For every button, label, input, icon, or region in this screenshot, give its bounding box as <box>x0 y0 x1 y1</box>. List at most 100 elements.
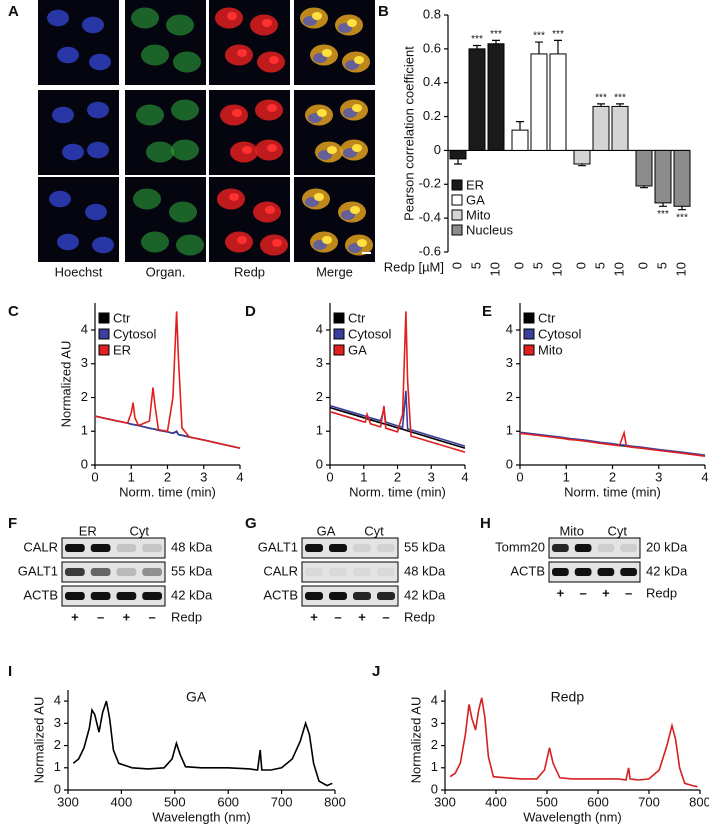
series-line <box>94 311 241 449</box>
y-axis-label: Normalized AU <box>58 341 73 428</box>
y-tick-label: 4 <box>316 321 323 336</box>
hotspot <box>232 109 242 117</box>
legend-label: Mito <box>538 342 563 357</box>
blot-band <box>620 544 637 552</box>
legend-swatch <box>523 328 535 340</box>
y-tick-label: 4 <box>506 321 513 336</box>
y-tick-label: -0.4 <box>419 210 441 225</box>
cell-signal <box>169 201 197 223</box>
x-tick-label: 600 <box>217 794 239 809</box>
bar <box>635 149 653 187</box>
treatment-label: Redp <box>404 609 435 624</box>
hotspot <box>357 239 367 247</box>
row-label: Tomm20 <box>495 539 545 554</box>
cell-signal <box>136 104 164 126</box>
blot-strip <box>301 561 399 583</box>
panel-letter: F <box>8 515 17 532</box>
error-bar <box>492 39 500 44</box>
significance-label: *** <box>471 34 483 45</box>
blot-band <box>142 568 162 576</box>
x-tick-label: 0 <box>326 469 333 484</box>
error-bar <box>578 163 586 167</box>
hotspot <box>262 19 272 27</box>
legend-label: Cytosol <box>538 326 581 341</box>
x-axis-label: Norm. time (min) <box>349 484 446 499</box>
x-tick-label: 0 <box>573 262 588 269</box>
y-tick-label: 0 <box>434 142 441 157</box>
blot-band <box>65 568 85 576</box>
hotspot <box>242 146 252 154</box>
bar <box>468 48 486 151</box>
blot-band <box>574 544 592 552</box>
blot-band <box>353 568 371 576</box>
blot-band <box>90 592 111 600</box>
legend-swatch <box>523 312 535 324</box>
group-label: Mito <box>559 523 584 538</box>
blot-band <box>90 544 111 552</box>
error-bar <box>535 41 543 54</box>
x-tick-label: 0 <box>91 469 98 484</box>
error-bar <box>554 39 562 54</box>
bar <box>549 53 567 151</box>
blot-band <box>377 544 395 552</box>
hotspot <box>312 12 322 20</box>
hotspot <box>352 144 362 152</box>
lane-sign: – <box>149 609 156 624</box>
hotspot <box>347 19 357 27</box>
spectrum-line <box>72 700 333 787</box>
hotspot <box>314 193 324 201</box>
x-tick-label: 500 <box>164 794 186 809</box>
blot-band <box>552 568 569 576</box>
cell-signal <box>62 143 84 161</box>
cell-signal <box>173 51 201 73</box>
legend-swatch <box>451 179 463 191</box>
x-axis-label: Redp [µM] <box>384 259 444 274</box>
blot-band <box>552 544 569 552</box>
hotspot <box>272 239 282 247</box>
blot-band <box>574 568 592 576</box>
cell-signal <box>141 44 169 66</box>
column-label: Hoechst <box>55 264 103 279</box>
spectrum-line <box>449 697 698 788</box>
hotspot <box>317 109 327 117</box>
y-tick-label: 2 <box>54 737 61 752</box>
cell-signal <box>133 188 161 210</box>
legend-swatch <box>98 328 110 340</box>
hotspot <box>322 49 332 57</box>
panel-letter: D <box>245 303 256 320</box>
bar <box>573 149 591 165</box>
x-tick-label: 300 <box>434 794 456 809</box>
row-label: GALT1 <box>258 539 298 554</box>
y-tick-label: 4 <box>54 693 61 708</box>
x-tick-label: 1 <box>563 469 570 484</box>
blot-band <box>597 568 615 576</box>
legend-label: Ctr <box>348 310 366 325</box>
micrograph <box>38 90 119 175</box>
bar <box>511 129 529 151</box>
cell-signal <box>89 53 111 71</box>
significance-label: *** <box>657 209 669 220</box>
y-tick-label: 1 <box>506 423 513 438</box>
error-bar <box>473 44 481 49</box>
x-tick-label: 0 <box>516 469 523 484</box>
blot-band <box>116 568 137 576</box>
hotspot <box>267 104 277 112</box>
hotspot <box>227 12 237 20</box>
row-label: ACTB <box>263 587 298 602</box>
column-label: Redp <box>234 264 265 279</box>
error-bar <box>616 103 624 107</box>
legend-label: ER <box>466 177 484 192</box>
row-label: GALT1 <box>18 563 58 578</box>
significance-label: *** <box>614 93 626 104</box>
cell-signal <box>166 14 194 36</box>
row-label: ACTB <box>23 587 58 602</box>
x-tick-label: 3 <box>428 469 435 484</box>
y-tick-label: 4 <box>81 321 88 336</box>
y-tick-label: 1 <box>316 423 323 438</box>
x-tick-label: 4 <box>236 469 243 484</box>
legend-swatch <box>333 328 345 340</box>
y-tick-label: 4 <box>431 693 438 708</box>
x-tick-label: 5 <box>468 262 483 269</box>
bar <box>611 105 629 151</box>
